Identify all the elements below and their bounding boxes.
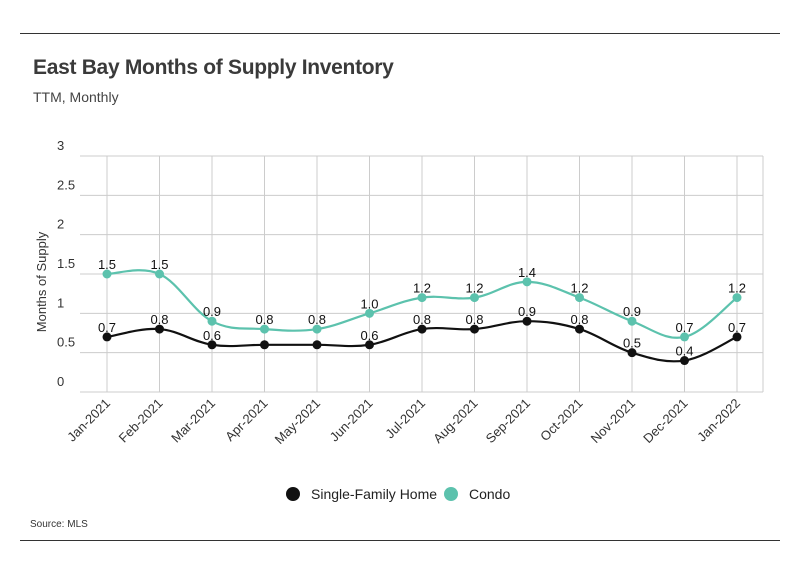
data-label: 0.8 — [570, 312, 588, 327]
data-label: 1.2 — [413, 281, 431, 296]
data-point — [575, 293, 584, 303]
data-point — [627, 316, 637, 326]
data-label: 1.4 — [518, 265, 536, 280]
legend-marker — [444, 487, 458, 501]
chart-subtitle: TTM, Monthly — [33, 89, 119, 105]
data-point — [102, 269, 112, 279]
data-point — [522, 316, 532, 326]
data-point — [155, 269, 164, 279]
x-tick-label: Feb-2021 — [116, 396, 166, 446]
source-note: Source: MLS — [30, 519, 88, 530]
legend-marker — [286, 487, 300, 501]
data-label: 1.2 — [728, 281, 746, 296]
x-tick-label: Oct-2021 — [537, 396, 585, 444]
data-point — [312, 324, 322, 334]
data-label: 1.5 — [150, 257, 168, 272]
data-label: 0.9 — [203, 304, 221, 319]
data-point — [680, 332, 689, 342]
data-point — [680, 356, 689, 366]
data-point — [627, 348, 637, 358]
data-point — [365, 340, 374, 350]
data-point — [260, 324, 269, 334]
data-label: 0.9 — [518, 304, 536, 319]
data-point — [522, 277, 532, 287]
data-label: 1.2 — [465, 281, 483, 296]
data-point — [732, 332, 742, 342]
data-label: 0.7 — [98, 320, 116, 335]
data-point — [207, 340, 217, 350]
legend-label: Single-Family Home — [311, 486, 437, 502]
chart-title: East Bay Months of Supply Inventory — [33, 56, 394, 79]
x-tick-label: Jun-2021 — [327, 396, 376, 445]
y-tick-label: 2.5 — [57, 177, 75, 192]
data-label: 0.9 — [623, 304, 641, 319]
data-label: 0.8 — [465, 312, 483, 327]
data-label: 0.7 — [728, 320, 746, 335]
y-tick-label: 2 — [57, 217, 64, 232]
data-label: 0.6 — [203, 328, 221, 343]
data-point — [365, 308, 374, 318]
x-tick-label: Dec-2021 — [640, 396, 690, 446]
data-label: 0.5 — [623, 336, 641, 351]
top-rule — [20, 33, 780, 34]
y-tick-label: 1 — [57, 295, 64, 310]
data-label: 1.0 — [360, 296, 378, 311]
x-tick-label: Aug-2021 — [430, 396, 480, 446]
data-point — [732, 293, 742, 303]
data-label: 0.7 — [675, 320, 693, 335]
data-point — [312, 340, 322, 350]
data-point — [470, 324, 479, 334]
data-point — [417, 324, 427, 334]
data-label: 0.8 — [413, 312, 431, 327]
data-point — [207, 316, 217, 326]
y-tick-label: 0.5 — [57, 335, 75, 350]
x-tick-label: Nov-2021 — [588, 396, 638, 446]
x-tick-label: Apr-2021 — [222, 396, 270, 444]
data-label: 0.8 — [150, 312, 168, 327]
bottom-rule — [20, 540, 780, 541]
data-label: 1.5 — [98, 257, 116, 272]
data-label: 0.6 — [360, 328, 378, 343]
data-label: 0.4 — [675, 344, 693, 359]
data-point — [155, 324, 164, 334]
x-tick-label: Sep-2021 — [483, 396, 533, 446]
x-tick-label: Mar-2021 — [168, 396, 218, 446]
data-label: 1.2 — [570, 281, 588, 296]
data-point — [470, 293, 479, 303]
x-tick-label: Jan-2022 — [694, 396, 743, 445]
data-label: 0.8 — [255, 312, 273, 327]
data-point — [417, 293, 427, 303]
x-tick-label: Jan-2021 — [64, 396, 113, 445]
x-tick-label: May-2021 — [272, 396, 323, 447]
y-tick-label: 1.5 — [57, 256, 75, 271]
data-point — [102, 332, 112, 342]
legend-label: Condo — [469, 486, 510, 502]
x-tick-label: Jul-2021 — [382, 396, 428, 442]
y-axis-label: Months of Supply — [34, 231, 49, 332]
y-tick-label: 0 — [57, 374, 64, 389]
y-tick-label: 3 — [57, 138, 64, 153]
data-point — [260, 340, 269, 350]
data-label: 0.8 — [308, 312, 326, 327]
data-point — [575, 324, 584, 334]
